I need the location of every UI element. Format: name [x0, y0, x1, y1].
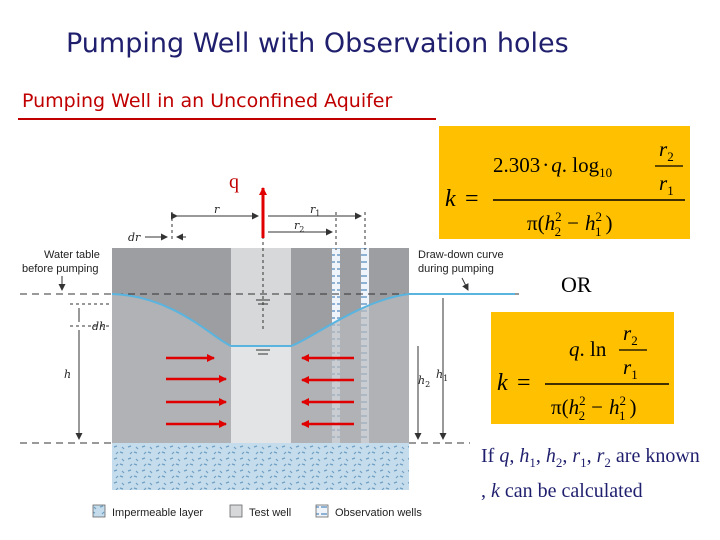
page-title: Pumping Well with Observation holes: [66, 28, 569, 59]
formula-ln-box: k = q. ln r2 r1 π(h2 2− h2 1): [491, 312, 674, 424]
formula-r1: r1: [659, 171, 674, 198]
formula-denominator: π(h2 2− h2 1): [527, 209, 612, 239]
water-table-label: before pumping: [22, 263, 98, 275]
r1-label: r1: [310, 203, 320, 218]
legend-impermeable-label: Impermeable layer: [112, 507, 203, 519]
subtitle-underline: [18, 118, 436, 120]
legend-observation-swatch: [315, 504, 329, 518]
subtitle: Pumping Well in an Unconfined Aquifer: [22, 90, 393, 112]
r2-label: r2: [294, 219, 304, 234]
r-label: r: [214, 203, 220, 216]
drawdown-curve: [111, 293, 515, 347]
formula-r1: r1: [623, 355, 638, 382]
legend-test-well-swatch: [229, 504, 243, 518]
h1-label: h1: [436, 368, 448, 383]
drawdown-label: during pumping: [418, 263, 494, 275]
legend-observation-label: Observation wells: [335, 507, 422, 519]
formula-k: k: [497, 370, 508, 396]
legend-test-well-label: Test well: [249, 507, 291, 519]
formula-denominator: π(h2 2− h2 1): [551, 393, 636, 423]
formula-r2: r2: [659, 137, 674, 164]
formula-eq: =: [465, 186, 479, 212]
formula-eq: =: [517, 370, 531, 396]
formula-r2: r2: [623, 321, 638, 348]
h-label: h: [64, 368, 71, 381]
water-table-label: Water table: [44, 249, 100, 261]
formula-numerator: q. ln: [569, 337, 607, 361]
legend-impermeable-swatch: [92, 504, 106, 518]
drawdown-label: Draw-down curve: [418, 249, 504, 261]
dh-label: dh: [92, 320, 106, 333]
known-values-note: If q, h1, h2, r1, r2 are known , k can b…: [481, 445, 700, 502]
formula-log-box: k = 2.303·q. log10 r2 r1 π(h2 2− h2 1): [439, 126, 690, 239]
q-label: q: [229, 171, 239, 193]
formula-k: k: [445, 186, 456, 212]
dr-label: dr: [128, 231, 141, 244]
h2-label: h2: [418, 374, 430, 389]
impermeable-layer: [112, 443, 409, 490]
or-text: OR: [561, 272, 592, 297]
formula-numerator: 2.303·q. log10: [493, 153, 612, 180]
